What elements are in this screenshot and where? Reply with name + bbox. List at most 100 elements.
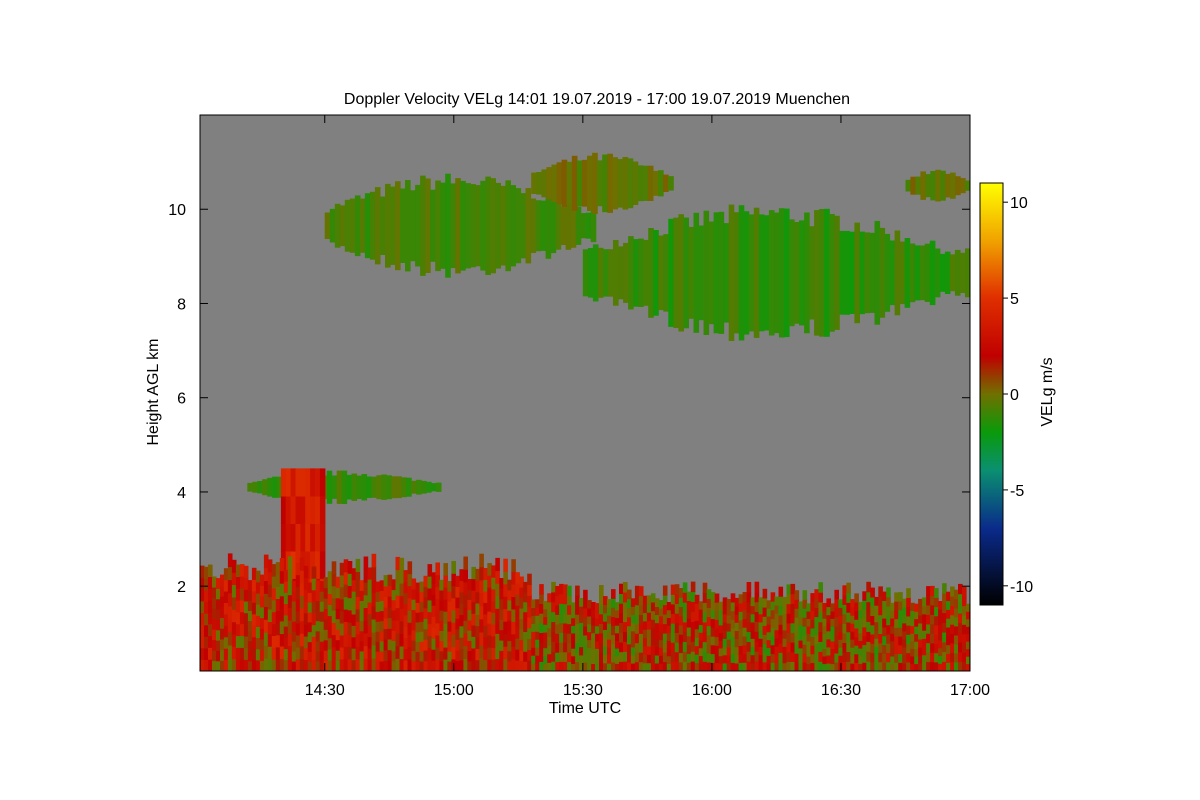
echo-cell bbox=[742, 600, 748, 611]
echo-cell bbox=[315, 590, 321, 602]
echo-cell bbox=[539, 642, 544, 653]
echo-cell bbox=[750, 646, 756, 656]
echo-cell bbox=[311, 601, 317, 614]
echo-cell bbox=[730, 636, 736, 646]
echo-cell bbox=[399, 645, 405, 660]
echo-cell bbox=[822, 648, 827, 657]
echo-cell bbox=[786, 594, 792, 605]
echo-cell bbox=[208, 611, 213, 625]
echo-cell bbox=[634, 614, 640, 625]
echo-cell bbox=[243, 565, 249, 579]
echo-cell bbox=[962, 652, 967, 663]
echo-cell bbox=[511, 584, 516, 598]
echo-cell bbox=[790, 593, 796, 604]
echo-cell bbox=[519, 576, 524, 588]
echo-cell bbox=[650, 636, 656, 646]
echo-cell bbox=[307, 582, 313, 593]
echo-cell bbox=[826, 662, 831, 671]
echo-cell bbox=[886, 615, 891, 626]
echo-cell bbox=[460, 180, 466, 271]
echo-cell bbox=[291, 651, 297, 662]
echo-cell bbox=[603, 654, 608, 664]
echo-cell bbox=[399, 633, 405, 647]
echo-cell bbox=[451, 597, 456, 611]
echo-cell bbox=[495, 570, 500, 584]
echo-cell bbox=[455, 575, 460, 587]
echo-cell bbox=[387, 606, 393, 619]
echo-cell bbox=[607, 615, 612, 624]
echo-cell bbox=[535, 647, 540, 656]
echo-cell bbox=[902, 646, 907, 656]
echo-cell bbox=[315, 630, 321, 642]
echo-cell bbox=[962, 586, 967, 597]
echo-cell bbox=[567, 661, 572, 671]
echo-cell bbox=[379, 196, 386, 255]
echo-cell bbox=[714, 628, 720, 638]
echo-cell bbox=[575, 595, 580, 606]
echo-cell bbox=[682, 602, 688, 613]
echo-cell bbox=[698, 632, 704, 641]
echo-cell bbox=[220, 628, 225, 640]
echo-cell bbox=[255, 626, 261, 639]
echo-cell bbox=[758, 605, 764, 615]
echo-cell bbox=[633, 239, 639, 307]
echo-cell bbox=[387, 585, 393, 597]
echo-cell bbox=[898, 644, 903, 655]
echo-cell bbox=[367, 625, 373, 638]
echo-cell bbox=[878, 633, 883, 644]
echo-cell bbox=[842, 661, 847, 671]
echo-cell bbox=[734, 638, 740, 648]
echo-cell bbox=[411, 640, 417, 652]
echo-cell bbox=[611, 643, 616, 654]
echo-cell bbox=[279, 570, 285, 584]
echo-cell bbox=[571, 155, 578, 211]
echo-cell bbox=[946, 662, 951, 671]
echo-cell bbox=[878, 652, 883, 663]
echo-cell bbox=[383, 639, 389, 651]
echo-cell bbox=[706, 607, 712, 618]
echo-cell bbox=[479, 658, 484, 671]
echo-cell bbox=[467, 650, 472, 662]
echo-cell bbox=[335, 587, 341, 599]
echo-cell bbox=[407, 634, 413, 648]
echo-cell bbox=[842, 623, 847, 634]
echo-cell bbox=[291, 621, 297, 632]
echo-cell bbox=[467, 640, 472, 652]
echo-cell bbox=[638, 614, 644, 625]
echo-cell bbox=[243, 577, 249, 590]
echo-cell bbox=[690, 611, 696, 622]
echo-cell bbox=[227, 553, 233, 568]
echo-cell bbox=[646, 595, 652, 605]
echo-cell bbox=[662, 623, 668, 634]
echo-cell bbox=[399, 570, 405, 584]
echo-cell bbox=[275, 658, 281, 671]
echo-cell bbox=[364, 193, 371, 259]
echo-cell bbox=[423, 639, 429, 651]
echo-cell bbox=[291, 641, 297, 652]
echo-cell bbox=[786, 584, 792, 595]
echo-cell bbox=[754, 611, 760, 622]
echo-cell bbox=[854, 645, 859, 655]
echo-cell bbox=[439, 630, 444, 642]
echo-cell bbox=[778, 586, 784, 597]
echo-cell bbox=[220, 596, 225, 608]
echo-cell bbox=[263, 580, 269, 594]
echo-cell bbox=[310, 468, 316, 497]
echo-cell bbox=[922, 646, 927, 656]
echo-cell bbox=[730, 662, 736, 671]
echo-cell bbox=[607, 607, 612, 616]
echo-cell bbox=[650, 610, 656, 620]
echo-cell bbox=[307, 612, 313, 623]
echo-cell bbox=[746, 651, 752, 662]
echo-cell bbox=[838, 599, 843, 608]
echo-cell bbox=[420, 175, 426, 276]
echo-cell bbox=[563, 651, 568, 662]
echo-cell bbox=[259, 596, 265, 608]
echo-cell bbox=[718, 624, 724, 634]
echo-cell bbox=[766, 639, 772, 649]
echo-cell bbox=[375, 591, 381, 602]
echo-cell bbox=[511, 646, 516, 660]
echo-cell bbox=[922, 613, 927, 623]
echo-cell bbox=[762, 607, 768, 617]
